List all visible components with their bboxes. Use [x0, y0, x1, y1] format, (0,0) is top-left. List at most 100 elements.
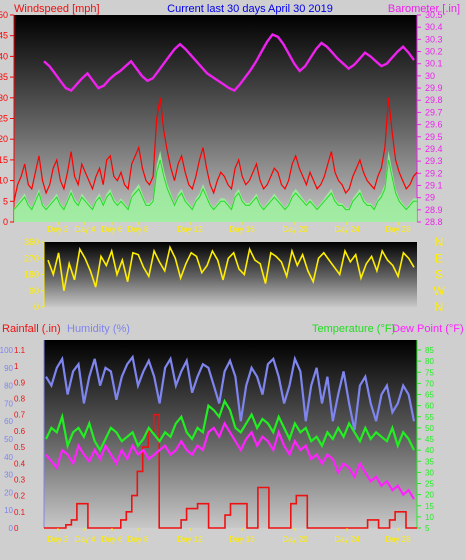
x-tick-label: Day 2 — [48, 535, 69, 544]
x-tick-label: Day 16 — [229, 225, 255, 234]
rain-tick-label: 0.8 — [14, 395, 26, 404]
barometer-tick-label: 29.5 — [425, 132, 443, 142]
temperature-tick-label: 30 — [425, 468, 434, 477]
barometer-tick-label: 30.2 — [425, 47, 443, 57]
temperature-tick-label: 60 — [425, 402, 434, 411]
x-tick-label: Day 16 — [229, 535, 255, 544]
temperature-tick-label: 75 — [425, 368, 434, 377]
compass-letter: W — [433, 284, 445, 298]
wind-tick-label: 25 — [0, 114, 8, 124]
temperature-tick-label: 10 — [425, 513, 434, 522]
x-tick-label: Day 4 — [75, 535, 96, 544]
barometer-tick-label: 29.1 — [425, 180, 443, 190]
temperature-tick-label: 35 — [425, 457, 434, 466]
humidity-tick-label: 70 — [4, 399, 13, 408]
direction-tick-label: 270 — [24, 253, 39, 263]
temperature-tick-label: 80 — [425, 357, 434, 366]
x-tick-label: Day 8 — [128, 535, 149, 544]
barometer-tick-label: 29.9 — [425, 83, 443, 93]
rain-y-axis: 0 0.1 0.2 0.3 0.4 0.5 0.6 0.7 0.8 0.9 1 1.1 — [14, 346, 26, 533]
x-tick-label: Day 4 — [75, 225, 96, 234]
temperature-tick-label: 55 — [425, 413, 434, 422]
rain-tick-label: 0.7 — [14, 411, 26, 420]
barometer-tick-label: 28.9 — [425, 205, 443, 215]
wind-tick-label: 5 — [3, 196, 8, 206]
direction-tick-label: 360 — [24, 237, 39, 247]
compass-letter: N — [435, 300, 444, 314]
temperature-tick-label: 65 — [425, 391, 434, 400]
compass-letter: N — [435, 235, 444, 249]
x-tick-label: Day 28 — [385, 225, 411, 234]
rain-tick-label: 0.6 — [14, 427, 26, 436]
dewpoint-label: Dew Point (°F) — [392, 323, 464, 335]
direction-plot-area — [44, 242, 417, 307]
rain-x-axis: Day 2 Day 4 Day 6 Day 8 Day 12 Day 16 Day 20 Da… — [48, 528, 412, 544]
x-tick-label: Day 24 — [334, 535, 360, 544]
x-tick-label: Day 20 — [282, 225, 308, 234]
barometer-tick-label: 29.2 — [425, 168, 443, 178]
x-tick-label: Day 6 — [102, 535, 123, 544]
temperature-label: Temperature (°F) — [312, 323, 395, 335]
barometer-tick-label: 29.3 — [425, 156, 443, 166]
barometer-tick-label: 29.4 — [425, 144, 443, 154]
barometer-tick-label: 30.5 — [425, 10, 443, 20]
direction-tick-label: 0 — [34, 302, 39, 312]
chart-title: Current last 30 days April 30 2019 — [167, 3, 333, 15]
wind-tick-label: 10 — [0, 176, 8, 186]
barometer-tick-label: 29.7 — [425, 107, 443, 117]
barometer-tick-label: 29.8 — [425, 95, 443, 105]
humidity-tick-label: 40 — [4, 453, 13, 462]
barometer-tick-label: 30.3 — [425, 34, 443, 44]
barometer-tick-label: 28.8 — [425, 217, 443, 227]
x-tick-label: Day 8 — [128, 225, 149, 234]
wind-tick-label: 45 — [0, 31, 8, 41]
barometer-tick-label: 30 — [425, 71, 435, 81]
humidity-tick-label: 90 — [4, 364, 13, 373]
wind-y-axis: 0 5 10 15 20 25 30 35 40 45 50 — [0, 10, 14, 227]
humidity-y-axis: 0102030405060708090100 — [0, 340, 44, 533]
wind-tick-label: 40 — [0, 51, 8, 61]
wind-plot-area — [14, 15, 417, 222]
wind-tick-label: 50 — [0, 10, 8, 20]
wind-x-axis: Day 2 Day 4 Day 6 Day 8 Day 12 Day 16 Day 20 Da… — [48, 222, 412, 234]
humidity-tick-label: 30 — [4, 471, 13, 480]
rain-tick-label: 1 — [14, 362, 19, 371]
rain-tick-label: 0.5 — [14, 443, 26, 452]
wind-tick-label: 35 — [0, 72, 8, 82]
windspeed-label: Windspeed [mph] — [14, 3, 100, 15]
x-tick-label: Day 28 — [385, 535, 411, 544]
wind-tick-label: 15 — [0, 155, 8, 165]
direction-tick-label: 90 — [29, 286, 39, 296]
barometer-tick-label: 29.6 — [425, 120, 443, 130]
x-tick-label: Day 12 — [177, 535, 203, 544]
direction-tick-label: 180 — [24, 270, 39, 280]
barometer-tick-label: 30.4 — [425, 22, 443, 32]
rain-tick-label: 0.4 — [14, 459, 26, 468]
rainfall-label: Rainfall (.in) — [2, 323, 61, 335]
temperature-tick-label: 5 — [425, 524, 430, 533]
temperature-tick-label: 85 — [425, 346, 434, 355]
humidity-tick-label: 20 — [4, 488, 13, 497]
rain-tick-label: 0.1 — [14, 508, 26, 517]
x-tick-label: Day 2 — [48, 225, 69, 234]
temperature-tick-label: 50 — [425, 424, 434, 433]
temperature-y-axis: 510152025303540455055606570758085 — [417, 340, 434, 533]
temperature-tick-label: 20 — [425, 491, 434, 500]
temperature-tick-label: 25 — [425, 480, 434, 489]
x-tick-label: Day 20 — [282, 535, 308, 544]
barometer-tick-label: 29 — [425, 193, 435, 203]
temperature-tick-label: 40 — [425, 446, 434, 455]
wind-tick-label: 20 — [0, 134, 8, 144]
wind-tick-label: 30 — [0, 93, 8, 103]
barometer-y-axis: 28.8 28.9 29 29.1 29.2 29.3 29.4 29.5 29.6 29.7 29… — [417, 10, 443, 227]
wind-tick-label: 0 — [3, 217, 8, 227]
x-tick-label: Day 6 — [102, 225, 123, 234]
rain-tick-label: 0.9 — [14, 378, 26, 387]
humidity-tick-label: 50 — [4, 435, 13, 444]
humidity-tick-label: 60 — [4, 417, 13, 426]
barometer-label: Barometer [.in] — [388, 3, 460, 15]
barometer-tick-label: 30.1 — [425, 59, 443, 69]
